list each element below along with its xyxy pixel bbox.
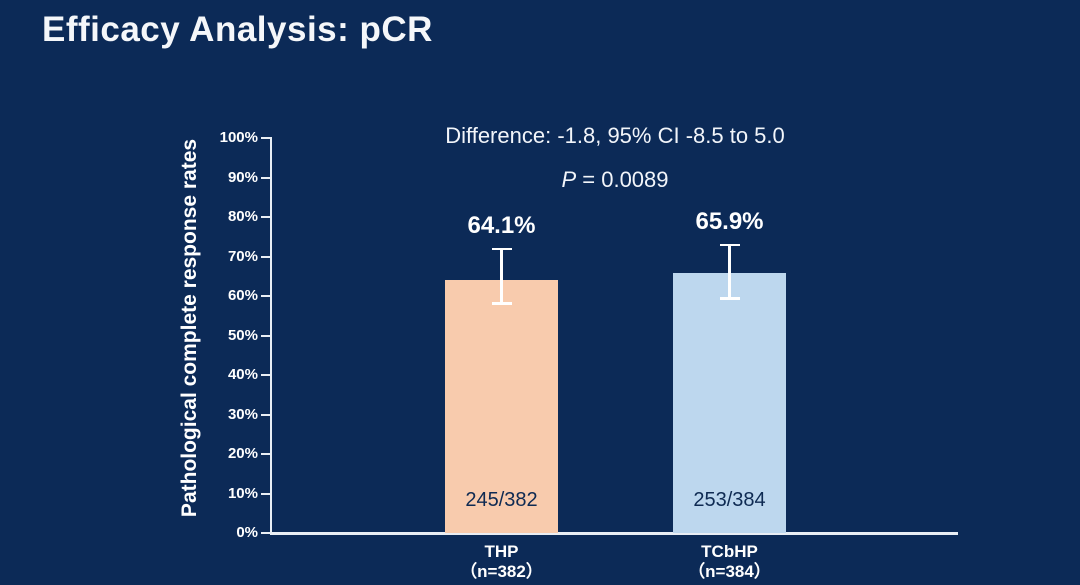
error-bar-line xyxy=(500,247,503,305)
p-symbol: P xyxy=(561,167,577,192)
p-value-annotation: P = 0.0089 xyxy=(272,167,958,193)
error-bar-cap-bottom xyxy=(491,302,512,305)
x-category-sublabel: （n=384） xyxy=(688,562,771,581)
y-tick-label: 10% xyxy=(227,484,258,502)
y-tick-label: 30% xyxy=(227,405,258,423)
y-tick-label: 40% xyxy=(227,366,258,383)
y-tick-mark xyxy=(261,334,270,337)
y-tick-label: 60% xyxy=(227,287,258,304)
y-tick-mark xyxy=(261,413,270,416)
p-value-text: = 0.0089 xyxy=(576,167,669,192)
bar-fraction-label: 245/382 xyxy=(465,489,538,511)
y-tick-mark xyxy=(261,374,270,376)
x-category-label: THP xyxy=(484,542,519,561)
y-tick-mark xyxy=(261,532,270,534)
error-bar-line xyxy=(728,243,731,300)
y-axis-line xyxy=(270,137,272,534)
error-bar-cap-bottom xyxy=(719,297,740,300)
bar-thp xyxy=(445,279,558,533)
bar-tcbhp xyxy=(673,272,786,533)
bar-value-label: 64.1% xyxy=(467,211,536,239)
x-category-sublabel: （n=382） xyxy=(460,562,543,581)
y-tick-mark xyxy=(261,137,270,139)
y-tick-label: 50% xyxy=(227,326,258,344)
y-tick-label: 70% xyxy=(227,247,258,265)
y-tick-label: 100% xyxy=(219,129,258,146)
y-tick-label: 20% xyxy=(227,445,258,462)
y-tick-mark xyxy=(261,176,270,179)
bar-value-label: 65.9% xyxy=(695,207,764,235)
y-tick-mark xyxy=(261,453,270,455)
y-tick-label: 0% xyxy=(236,524,258,541)
y-tick-label: 90% xyxy=(227,168,258,186)
y-tick-mark xyxy=(261,295,270,297)
x-category-label: TCbHP xyxy=(701,542,758,561)
y-tick-label: 80% xyxy=(227,208,258,225)
error-bar-cap-top xyxy=(491,247,512,251)
difference-annotation: Difference: -1.8, 95% CI -8.5 to 5.0 xyxy=(445,123,785,148)
x-axis-line xyxy=(270,532,958,535)
error-bar-cap-top xyxy=(719,243,740,247)
slide-title: Efficacy Analysis: pCR xyxy=(42,10,433,49)
y-tick-mark xyxy=(261,216,270,218)
y-tick-mark xyxy=(261,255,270,258)
y-tick-mark xyxy=(261,492,270,495)
bar-fraction-label: 253/384 xyxy=(693,489,766,511)
